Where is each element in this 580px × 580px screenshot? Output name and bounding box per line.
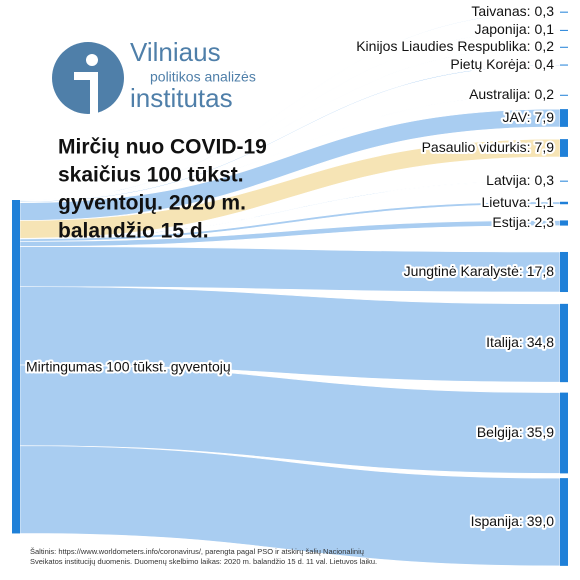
country-name: Ispanija:	[471, 513, 523, 529]
target-node	[560, 251, 568, 293]
target-label: Pasaulio vidurkis: 7,9	[422, 139, 555, 155]
country-name: JAV:	[503, 109, 531, 125]
link	[19, 364, 561, 474]
source-note: Šaltinis: https://www.worldometers.info/…	[30, 547, 364, 556]
title-line: Mirčių nuo COVID-19	[58, 136, 267, 159]
logo-mark	[52, 42, 124, 114]
target-label: Italija: 34,8	[486, 334, 554, 350]
value-label: 35,9	[527, 424, 554, 440]
country-name: Pasaulio vidurkis:	[422, 139, 531, 155]
title-line: skaičius 100 tūkst.	[58, 164, 244, 187]
target-node	[560, 303, 568, 383]
target-label: Belgija: 35,9	[477, 424, 554, 440]
target-node	[560, 11, 568, 13]
target-node	[560, 478, 568, 566]
value-label: 0,4	[535, 56, 555, 72]
target-node	[560, 46, 568, 48]
target-node	[560, 220, 568, 226]
title-line: balandžio 15 d.	[58, 220, 209, 243]
link	[19, 201, 561, 242]
target-node	[560, 94, 568, 96]
logo-text: institutas	[130, 83, 233, 113]
value-label: 1,1	[535, 194, 555, 210]
source-node	[12, 200, 20, 534]
country-name: Estija:	[492, 214, 530, 230]
value-label: 39,0	[527, 513, 554, 529]
target-node	[560, 139, 568, 157]
target-label: Taivanas: 0,3	[471, 3, 554, 19]
country-name: Japonija:	[474, 21, 530, 37]
target-node	[560, 64, 568, 66]
value-label: 0,3	[535, 3, 555, 19]
target-label: Kinijos Liaudies Respublika: 0,2	[356, 38, 554, 54]
value-label: 2,3	[535, 214, 555, 230]
target-label: Japonija: 0,1	[474, 21, 554, 37]
target-label: Jungtinė Karalystė: 17,8	[404, 263, 555, 279]
country-name: Taivanas:	[471, 3, 530, 19]
target-label: Pietų Korėja: 0,4	[450, 56, 554, 72]
logo-dot	[86, 54, 98, 66]
target-label: Lietuva: 1,1	[481, 194, 554, 210]
country-name: Australija:	[469, 86, 530, 102]
target-node	[560, 180, 568, 182]
value-label: 7,9	[535, 109, 555, 125]
target-node	[560, 392, 568, 474]
logo-text: politikos analizės	[150, 69, 256, 85]
value-label: 0,1	[535, 21, 555, 37]
country-name: Lietuva:	[481, 194, 530, 210]
target-label: Latvija: 0,3	[486, 172, 554, 188]
value-label: 34,8	[527, 334, 554, 350]
source-label: Mirtingumas 100 tūkst. gyventojų	[26, 359, 231, 375]
target-label: JAV: 7,9	[503, 109, 555, 125]
value-label: 0,2	[535, 86, 555, 102]
target-node	[560, 29, 568, 31]
target-node	[560, 201, 568, 205]
value-label: 0,3	[535, 172, 555, 188]
value-label: 7,9	[535, 139, 555, 155]
links	[19, 11, 561, 567]
value-label: 0,2	[535, 38, 555, 54]
country-name: Italija:	[486, 334, 523, 350]
title-line: gyventojų. 2020 m.	[58, 192, 246, 215]
target-label: Estija: 2,3	[492, 214, 554, 230]
target-node	[560, 109, 568, 127]
source-note: Sveikatos institucijų duomenis. Duomenų …	[30, 557, 377, 566]
target-label: Australija: 0,2	[469, 86, 554, 102]
country-name: Kinijos Liaudies Respublika:	[356, 38, 530, 54]
target-label: Ispanija: 39,0	[471, 513, 555, 529]
country-name: Belgija:	[477, 424, 523, 440]
country-name: Latvija:	[486, 172, 530, 188]
logo-stem	[74, 72, 98, 114]
country-name: Jungtinė Karalystė:	[404, 263, 523, 279]
value-label: 17,8	[527, 263, 554, 279]
country-name: Pietų Korėja:	[450, 56, 530, 72]
logo-text: Vilniaus	[130, 37, 221, 67]
